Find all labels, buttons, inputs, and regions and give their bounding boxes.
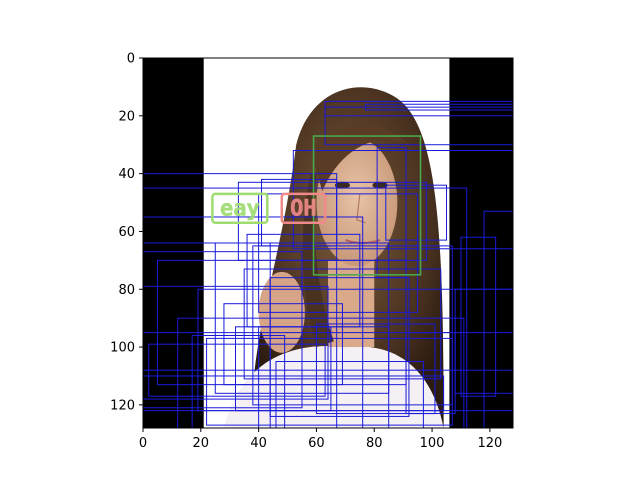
anchor-box bbox=[252, 245, 453, 406]
anchor-box bbox=[460, 236, 497, 397]
axes-border bbox=[142, 57, 514, 429]
anchor-box bbox=[483, 210, 513, 428]
overlay-label-box bbox=[280, 192, 327, 225]
anchor-box bbox=[191, 335, 286, 428]
x-tick-label: 20 bbox=[193, 436, 210, 451]
anchor-box bbox=[258, 193, 419, 313]
overlay-label-text: OH bbox=[290, 197, 317, 222]
y-tick-label: 0 bbox=[127, 52, 135, 67]
ground-truth-box bbox=[312, 135, 422, 276]
anchor-box bbox=[315, 323, 436, 415]
y-tick-label: 120 bbox=[110, 398, 135, 413]
axes-frame bbox=[142, 57, 514, 429]
anchor-box bbox=[143, 332, 513, 428]
anchor-box bbox=[143, 251, 303, 409]
anchor-box bbox=[156, 259, 407, 386]
anchor-box bbox=[177, 317, 465, 428]
anchor-box bbox=[143, 187, 468, 428]
y-tick-label: 100 bbox=[110, 341, 135, 356]
x-tick-label: 0 bbox=[139, 436, 147, 451]
y-tick-label: 40 bbox=[118, 167, 135, 182]
x-tick-label: 60 bbox=[308, 436, 325, 451]
anchor-box bbox=[143, 173, 338, 428]
anchor-box bbox=[365, 103, 513, 111]
anchor-box bbox=[385, 184, 448, 241]
anchor-box bbox=[269, 277, 410, 417]
x-tick-label: 100 bbox=[420, 436, 445, 451]
axis-ticks: 0 20 40 60 80 100 120 0 20 40 60 80 100 120 bbox=[110, 52, 502, 452]
anchor-box bbox=[324, 106, 513, 146]
x-tick-label: 80 bbox=[366, 436, 383, 451]
anchor-box bbox=[143, 216, 364, 428]
y-tick-label: 60 bbox=[118, 225, 135, 240]
anchor-box bbox=[275, 361, 424, 428]
y-tick-label: 80 bbox=[118, 283, 135, 298]
anchor-box bbox=[148, 343, 326, 397]
y-tick-label: 20 bbox=[118, 109, 135, 124]
right-eye bbox=[372, 181, 388, 189]
anchor-box bbox=[143, 369, 513, 428]
anchor-box bbox=[143, 375, 445, 412]
anchor-box bbox=[206, 337, 453, 426]
anchor-box bbox=[292, 150, 513, 250]
anchor-boxes: eay OH bbox=[143, 100, 513, 428]
anchor-box bbox=[258, 326, 390, 428]
x-tick-label: 120 bbox=[477, 436, 502, 451]
anchor-box bbox=[324, 100, 513, 117]
left-eye bbox=[334, 181, 350, 189]
bangs-shape bbox=[310, 125, 409, 191]
overlay-label-box bbox=[211, 192, 269, 225]
overlay-label-text: eay bbox=[220, 197, 260, 222]
x-tick-label: 40 bbox=[250, 436, 267, 451]
